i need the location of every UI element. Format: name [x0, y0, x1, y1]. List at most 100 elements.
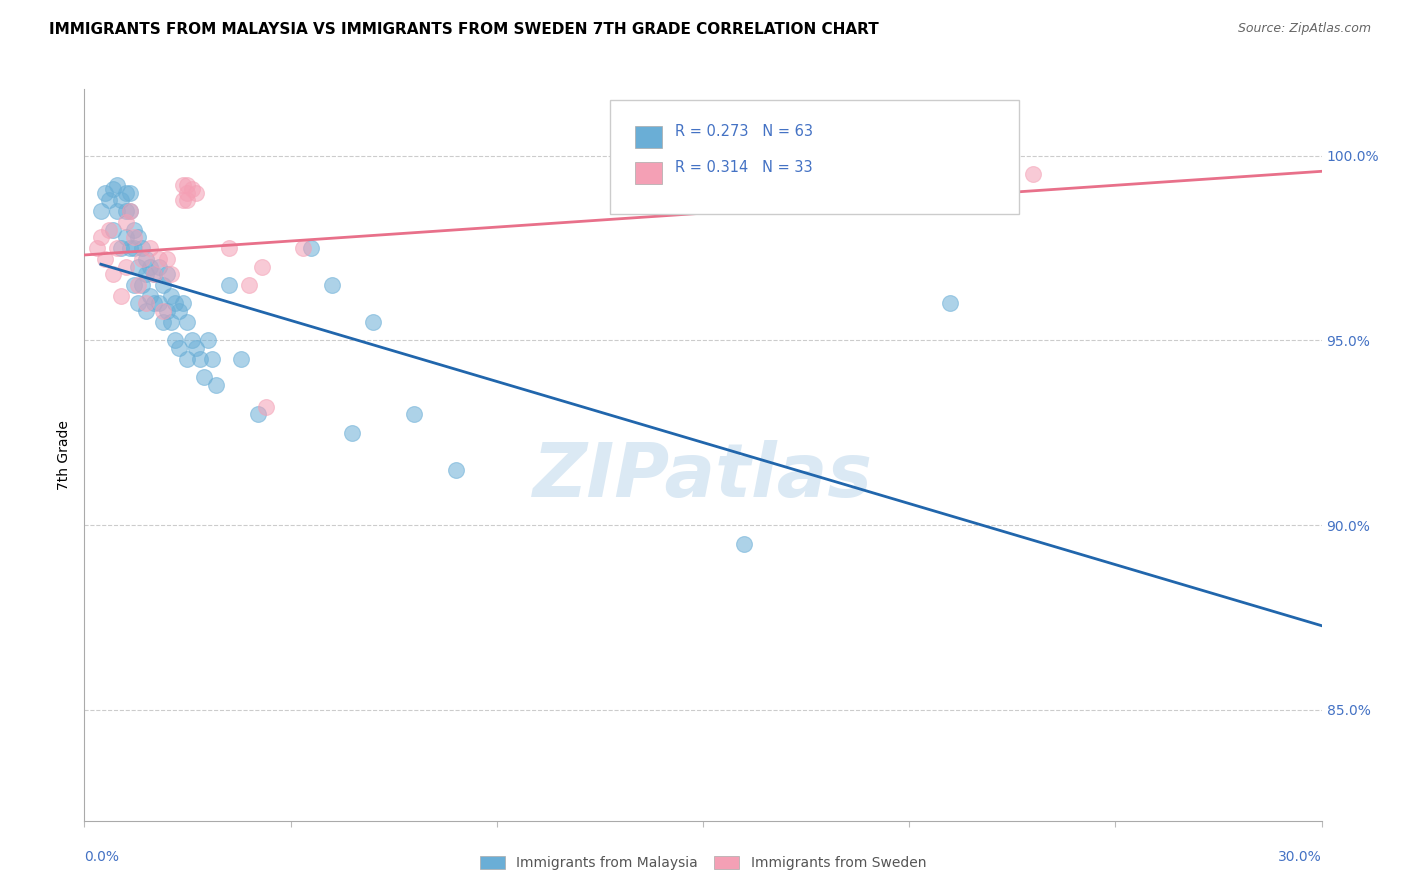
- Point: [122, 222, 145, 236]
- Point: [444, 463, 467, 477]
- Point: [131, 252, 153, 267]
- Point: [167, 341, 190, 355]
- Point: [176, 186, 198, 200]
- Point: [229, 351, 252, 366]
- Point: [299, 241, 322, 255]
- Point: [156, 303, 179, 318]
- Point: [118, 204, 141, 219]
- Point: [135, 252, 157, 267]
- Point: [122, 241, 145, 255]
- Point: [188, 351, 211, 366]
- Point: [165, 296, 187, 310]
- Point: [193, 370, 215, 384]
- Point: [127, 260, 149, 274]
- Point: [156, 267, 179, 281]
- Point: [176, 193, 198, 207]
- Point: [172, 296, 194, 310]
- Point: [152, 303, 174, 318]
- Point: [90, 204, 112, 219]
- Point: [1022, 167, 1045, 181]
- FancyBboxPatch shape: [610, 100, 1018, 213]
- Point: [143, 267, 166, 281]
- Point: [114, 215, 136, 229]
- Point: [361, 315, 384, 329]
- Point: [135, 267, 157, 281]
- Point: [254, 400, 277, 414]
- Text: 30.0%: 30.0%: [1278, 850, 1322, 863]
- Point: [160, 267, 183, 281]
- Point: [118, 241, 141, 255]
- Point: [90, 230, 112, 244]
- Point: [143, 296, 166, 310]
- Point: [176, 351, 198, 366]
- Point: [176, 315, 198, 329]
- Text: Source: ZipAtlas.com: Source: ZipAtlas.com: [1237, 22, 1371, 36]
- Point: [135, 296, 157, 310]
- Point: [86, 241, 108, 255]
- Point: [184, 186, 207, 200]
- Point: [105, 204, 128, 219]
- Point: [127, 296, 149, 310]
- Point: [250, 260, 273, 274]
- Point: [131, 241, 153, 255]
- Point: [98, 193, 121, 207]
- Point: [205, 377, 228, 392]
- Point: [110, 289, 132, 303]
- Text: 0.0%: 0.0%: [84, 850, 120, 863]
- Legend: Immigrants from Malaysia, Immigrants from Sweden: Immigrants from Malaysia, Immigrants fro…: [474, 850, 932, 876]
- Point: [148, 260, 170, 274]
- Point: [733, 536, 755, 550]
- Point: [148, 296, 170, 310]
- Point: [218, 277, 240, 292]
- Point: [172, 178, 194, 193]
- Point: [404, 407, 426, 421]
- Point: [197, 334, 219, 348]
- Point: [122, 277, 145, 292]
- Point: [180, 182, 202, 196]
- Point: [118, 186, 141, 200]
- Text: IMMIGRANTS FROM MALAYSIA VS IMMIGRANTS FROM SWEDEN 7TH GRADE CORRELATION CHART: IMMIGRANTS FROM MALAYSIA VS IMMIGRANTS F…: [49, 22, 879, 37]
- Point: [152, 315, 174, 329]
- Point: [114, 230, 136, 244]
- Point: [160, 315, 183, 329]
- Point: [238, 277, 260, 292]
- Point: [131, 277, 153, 292]
- Point: [180, 334, 202, 348]
- Point: [218, 241, 240, 255]
- Point: [201, 351, 224, 366]
- Bar: [636, 162, 662, 185]
- Point: [342, 425, 364, 440]
- Point: [152, 277, 174, 292]
- Point: [939, 296, 962, 310]
- Point: [114, 260, 136, 274]
- Point: [156, 252, 179, 267]
- Point: [321, 277, 343, 292]
- Point: [122, 230, 145, 244]
- Point: [118, 204, 141, 219]
- Point: [167, 303, 190, 318]
- Point: [110, 241, 132, 255]
- Point: [165, 334, 187, 348]
- Point: [94, 252, 117, 267]
- Point: [94, 186, 117, 200]
- Y-axis label: 7th Grade: 7th Grade: [58, 420, 72, 490]
- Bar: [636, 126, 662, 148]
- Point: [103, 182, 125, 196]
- Point: [246, 407, 269, 421]
- Point: [103, 222, 125, 236]
- Point: [184, 341, 207, 355]
- Point: [98, 222, 121, 236]
- Point: [114, 204, 136, 219]
- Point: [160, 289, 183, 303]
- Point: [105, 241, 128, 255]
- Point: [291, 241, 314, 255]
- Point: [127, 277, 149, 292]
- Point: [114, 186, 136, 200]
- Point: [127, 230, 149, 244]
- Point: [105, 178, 128, 193]
- Text: R = 0.273   N = 63: R = 0.273 N = 63: [675, 124, 813, 138]
- Point: [148, 252, 170, 267]
- Point: [172, 193, 194, 207]
- Point: [110, 193, 132, 207]
- Point: [139, 289, 162, 303]
